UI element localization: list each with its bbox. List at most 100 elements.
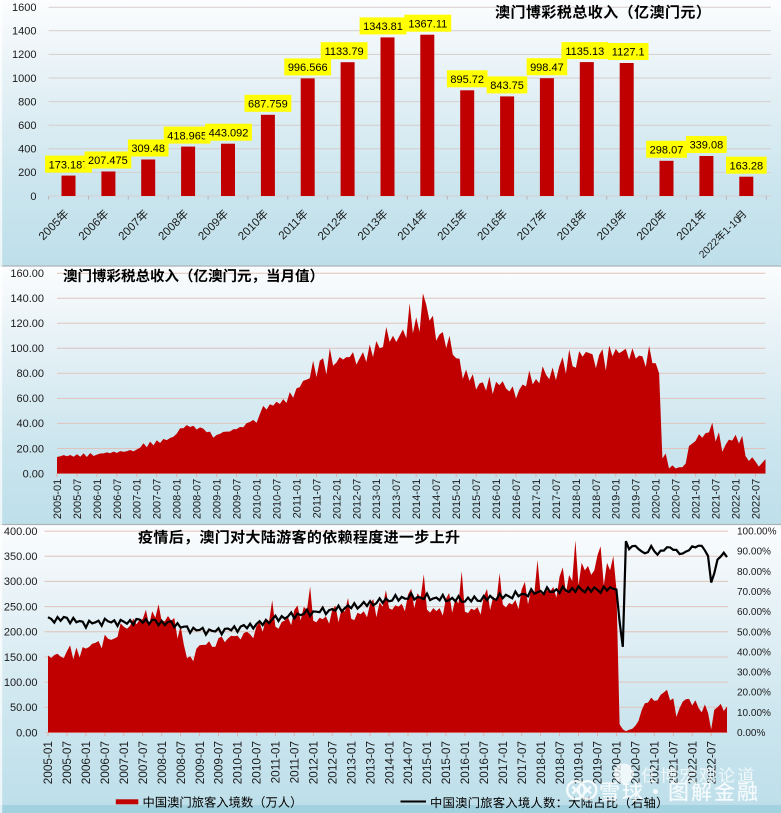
svg-text:80.00%: 80.00%: [737, 567, 771, 578]
svg-text:2019-01: 2019-01: [572, 741, 586, 784]
svg-text:120.00: 120.00: [10, 318, 44, 330]
svg-text:40.00: 40.00: [16, 418, 44, 430]
svg-text:2011-07: 2011-07: [288, 741, 302, 783]
svg-text:2006-07: 2006-07: [112, 479, 124, 519]
svg-text:418.965: 418.965: [167, 130, 207, 142]
svg-text:1600: 1600: [12, 2, 36, 14]
svg-text:2006-01: 2006-01: [92, 479, 104, 519]
svg-text:2015-01: 2015-01: [451, 479, 463, 519]
svg-text:10.00%: 10.00%: [737, 708, 771, 719]
svg-text:2012-01: 2012-01: [331, 479, 343, 519]
svg-text:2011-07: 2011-07: [311, 479, 323, 519]
svg-text:2010-07: 2010-07: [271, 479, 283, 519]
svg-text:339.08: 339.08: [690, 140, 724, 152]
svg-text:443.092: 443.092: [209, 127, 249, 139]
svg-text:2012-07: 2012-07: [351, 479, 363, 519]
svg-text:70.00%: 70.00%: [737, 587, 771, 598]
svg-text:2009-07: 2009-07: [212, 741, 226, 784]
svg-text:2007-07: 2007-07: [136, 741, 150, 784]
svg-text:1343.81: 1343.81: [363, 21, 403, 33]
svg-text:2006-01: 2006-01: [79, 741, 93, 784]
svg-text:2017-07: 2017-07: [551, 479, 563, 519]
svg-text:50.00%: 50.00%: [737, 627, 771, 638]
svg-text:2007-01: 2007-01: [132, 479, 144, 519]
svg-text:2018-07: 2018-07: [553, 741, 567, 784]
svg-text:2018-07: 2018-07: [591, 479, 603, 519]
svg-text:200: 200: [18, 167, 36, 179]
svg-text:2010-01: 2010-01: [252, 479, 264, 519]
svg-text:2012-01: 2012-01: [307, 741, 321, 784]
svg-text:173.187: 173.187: [49, 159, 89, 171]
svg-text:20.00: 20.00: [16, 443, 44, 455]
svg-text:2006-07: 2006-07: [98, 741, 112, 784]
svg-text:2008-01: 2008-01: [155, 741, 169, 784]
svg-text:2017-07: 2017-07: [515, 741, 529, 784]
svg-text:2010-07: 2010-07: [250, 741, 264, 784]
svg-text:50.00: 50.00: [10, 702, 38, 714]
svg-text:2008-07: 2008-07: [174, 741, 188, 784]
svg-text:0.00: 0.00: [23, 468, 44, 480]
svg-text:2005-07: 2005-07: [72, 479, 84, 519]
svg-text:2014-01: 2014-01: [411, 479, 423, 519]
svg-text:1200: 1200: [12, 49, 36, 61]
svg-text:200.00: 200.00: [4, 627, 38, 639]
svg-text:2005-07: 2005-07: [60, 741, 74, 784]
svg-text:350.00: 350.00: [4, 551, 38, 563]
svg-text:100.00: 100.00: [10, 343, 44, 355]
svg-text:30.00%: 30.00%: [737, 668, 771, 679]
svg-text:2019-07: 2019-07: [631, 479, 643, 519]
svg-text:2013-07: 2013-07: [363, 741, 377, 784]
svg-text:2014-07: 2014-07: [401, 741, 415, 784]
svg-text:90.00%: 90.00%: [737, 547, 771, 558]
svg-text:2013-01: 2013-01: [371, 479, 383, 519]
svg-text:2022-07: 2022-07: [750, 479, 762, 519]
svg-text:60.00: 60.00: [16, 393, 44, 405]
svg-text:2021-01: 2021-01: [648, 741, 662, 784]
svg-text:2014-01: 2014-01: [382, 741, 396, 784]
svg-text:2017-01: 2017-01: [496, 741, 510, 784]
svg-text:2020-01: 2020-01: [651, 479, 663, 519]
svg-text:2010-01: 2010-01: [231, 741, 245, 784]
svg-text:2007-01: 2007-01: [117, 741, 131, 784]
svg-text:895.72: 895.72: [450, 74, 484, 86]
svg-text:2014-07: 2014-07: [431, 479, 443, 519]
svg-text:2013-01: 2013-01: [344, 741, 358, 784]
svg-text:687.759: 687.759: [248, 99, 288, 111]
svg-text:1127.1: 1127.1: [612, 47, 645, 59]
svg-text:2008-07: 2008-07: [192, 479, 204, 519]
svg-text:150.00: 150.00: [4, 652, 38, 664]
svg-text:2013-07: 2013-07: [391, 479, 403, 519]
svg-text:2011-01: 2011-01: [269, 741, 283, 783]
svg-text:2005-01: 2005-01: [52, 479, 64, 519]
svg-text:2015-01: 2015-01: [420, 741, 434, 784]
svg-text:250.00: 250.00: [4, 601, 38, 613]
svg-text:2019-01: 2019-01: [611, 479, 623, 519]
svg-text:2017-01: 2017-01: [531, 479, 543, 519]
svg-text:0: 0: [30, 191, 36, 203]
svg-text:309.48: 309.48: [131, 143, 165, 155]
svg-text:2018-01: 2018-01: [571, 479, 583, 519]
svg-text:2019-07: 2019-07: [591, 741, 605, 784]
svg-text:100.00: 100.00: [4, 677, 38, 689]
svg-text:1400: 1400: [12, 26, 36, 38]
svg-text:40.00%: 40.00%: [737, 647, 771, 658]
svg-text:2021-07: 2021-07: [711, 479, 723, 519]
svg-text:400.00: 400.00: [4, 526, 38, 538]
svg-text:0.00%: 0.00%: [737, 728, 765, 739]
svg-text:998.47: 998.47: [530, 62, 564, 74]
svg-text:1135.13: 1135.13: [565, 46, 604, 58]
svg-text:2018-01: 2018-01: [534, 741, 548, 784]
svg-text:2015-07: 2015-07: [471, 479, 483, 519]
svg-text:996.566: 996.566: [288, 62, 328, 74]
svg-text:1000: 1000: [12, 73, 36, 85]
svg-text:2007-07: 2007-07: [152, 479, 164, 519]
svg-text:2016-07: 2016-07: [477, 741, 491, 784]
svg-text:2009-01: 2009-01: [193, 741, 207, 784]
svg-text:1133.79: 1133.79: [325, 46, 364, 58]
svg-text:2009-01: 2009-01: [212, 479, 224, 519]
svg-text:2012-07: 2012-07: [325, 741, 339, 784]
svg-text:800: 800: [18, 96, 36, 108]
svg-text:160.00: 160.00: [10, 268, 44, 280]
svg-text:2016-01: 2016-01: [491, 479, 503, 519]
svg-text:2022-01: 2022-01: [731, 479, 743, 519]
